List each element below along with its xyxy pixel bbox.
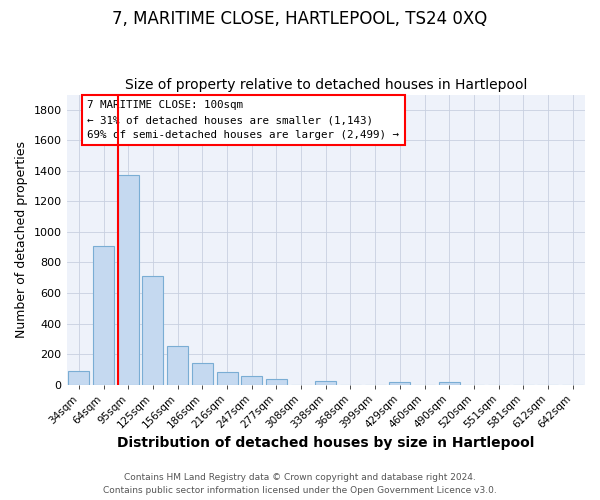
Text: Contains HM Land Registry data © Crown copyright and database right 2024.
Contai: Contains HM Land Registry data © Crown c…	[103, 474, 497, 495]
Bar	[192, 363, 213, 384]
X-axis label: Distribution of detached houses by size in Hartlepool: Distribution of detached houses by size …	[117, 436, 535, 450]
Text: 7 MARITIME CLOSE: 100sqm
← 31% of detached houses are smaller (1,143)
69% of sem: 7 MARITIME CLOSE: 100sqm ← 31% of detach…	[87, 100, 399, 140]
Bar	[142, 276, 163, 384]
Bar	[241, 376, 262, 384]
Bar	[266, 379, 287, 384]
Bar	[389, 382, 410, 384]
Bar	[118, 176, 139, 384]
Title: Size of property relative to detached houses in Hartlepool: Size of property relative to detached ho…	[125, 78, 527, 92]
Bar	[217, 372, 238, 384]
Bar	[93, 246, 114, 384]
Bar	[439, 382, 460, 384]
Bar	[68, 371, 89, 384]
Y-axis label: Number of detached properties: Number of detached properties	[15, 141, 28, 338]
Bar	[167, 346, 188, 385]
Bar	[315, 380, 336, 384]
Text: 7, MARITIME CLOSE, HARTLEPOOL, TS24 0XQ: 7, MARITIME CLOSE, HARTLEPOOL, TS24 0XQ	[112, 10, 488, 28]
